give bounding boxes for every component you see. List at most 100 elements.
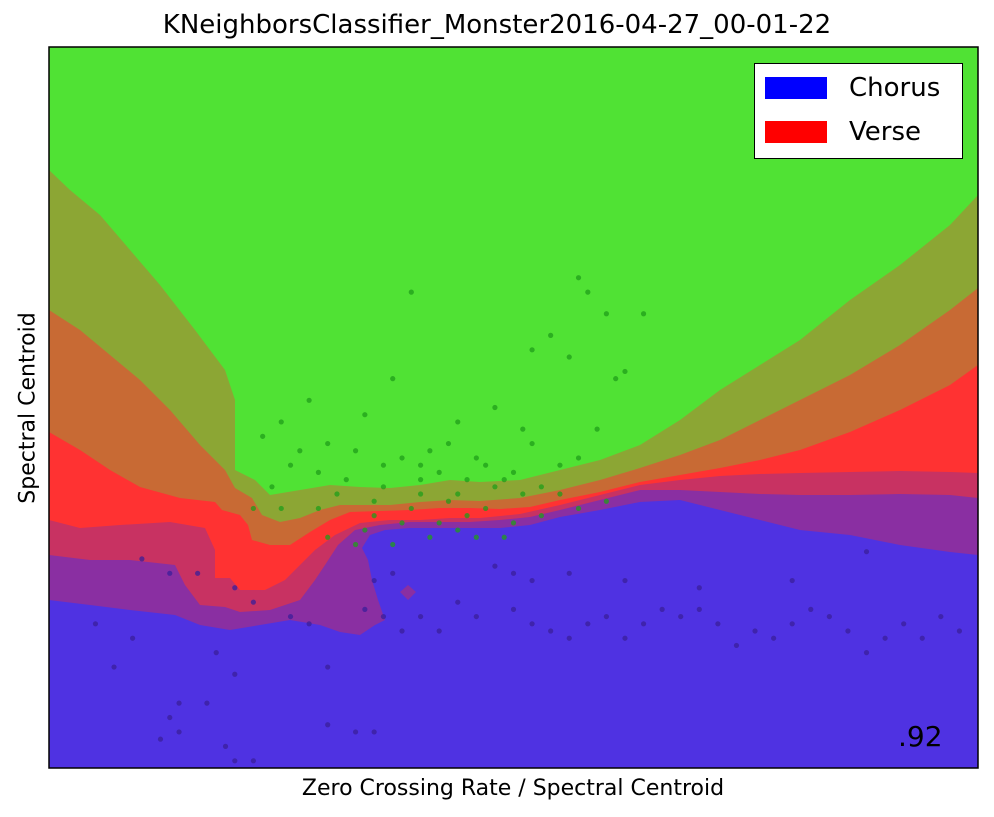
data-point-green xyxy=(575,455,582,461)
data-point-green xyxy=(529,440,535,447)
data-point-purple xyxy=(306,621,312,627)
data-point-green xyxy=(306,397,312,403)
data-point-green xyxy=(418,491,424,497)
data-point-purple xyxy=(603,613,610,620)
data-point-purple xyxy=(659,606,665,612)
data-point-purple xyxy=(808,606,814,612)
data-point-purple xyxy=(529,577,535,584)
data-point-green xyxy=(455,491,461,497)
data-point-green xyxy=(269,484,275,490)
data-point-green xyxy=(334,491,340,497)
data-point-green xyxy=(278,419,284,425)
data-point-purple xyxy=(325,722,331,728)
data-point-green xyxy=(575,275,582,281)
data-point-purple xyxy=(585,621,591,627)
data-point-purple xyxy=(510,606,517,612)
data-point-purple xyxy=(473,613,479,620)
data-point-green xyxy=(297,448,303,454)
region-blue xyxy=(49,500,978,768)
data-point-purple xyxy=(222,743,229,749)
data-point-purple xyxy=(789,577,795,584)
data-point-green xyxy=(529,347,535,353)
data-point-green xyxy=(566,354,572,360)
data-point-purple xyxy=(362,606,368,612)
data-point-purple xyxy=(733,642,740,649)
data-point-purple xyxy=(715,621,721,627)
data-point-green xyxy=(436,469,442,475)
data-point-purple xyxy=(919,635,925,641)
data-point-green xyxy=(455,527,461,533)
data-point-green xyxy=(585,289,591,295)
data-point-purple xyxy=(863,549,870,555)
data-point-purple xyxy=(213,650,219,656)
data-point-purple xyxy=(882,635,888,641)
data-point-green xyxy=(603,311,610,317)
legend-swatch-verse xyxy=(765,121,827,143)
data-point-green xyxy=(557,491,563,497)
data-point-green xyxy=(557,462,563,468)
data-point-green xyxy=(315,469,322,475)
data-point-green xyxy=(538,484,544,490)
data-point-green xyxy=(399,520,405,526)
data-point-green xyxy=(464,513,470,519)
data-point-purple xyxy=(640,621,647,627)
data-point-purple xyxy=(139,556,145,562)
data-point-purple xyxy=(548,628,554,634)
data-point-purple xyxy=(176,700,182,706)
data-point-purple xyxy=(789,621,795,627)
data-point-green xyxy=(380,462,387,468)
data-point-purple xyxy=(566,570,572,576)
data-point-green xyxy=(427,448,433,454)
data-point-green xyxy=(352,541,359,548)
data-point-purple xyxy=(436,628,442,634)
data-point-purple xyxy=(696,606,702,612)
data-point-purple xyxy=(287,613,294,620)
x-axis-label: Zero Crossing Rate / Spectral Centroid xyxy=(301,776,725,801)
data-point-purple xyxy=(352,729,359,735)
data-point-green xyxy=(325,440,331,447)
data-point-purple xyxy=(956,628,963,634)
data-point-green xyxy=(408,289,414,295)
data-point-green xyxy=(501,534,507,540)
data-point-green xyxy=(427,534,433,540)
plot-frame xyxy=(48,46,979,769)
data-point-purple xyxy=(92,621,99,627)
data-point-purple xyxy=(529,621,535,627)
data-point-green xyxy=(278,505,284,512)
data-point-purple xyxy=(418,613,424,620)
data-point-green xyxy=(575,505,582,512)
data-point-purple xyxy=(195,570,201,576)
data-point-purple xyxy=(492,563,498,569)
data-point-purple xyxy=(678,613,684,620)
data-point-purple xyxy=(111,664,117,670)
data-point-green xyxy=(492,484,498,490)
data-point-purple xyxy=(399,628,405,634)
data-point-green xyxy=(603,498,610,504)
data-point-purple xyxy=(938,613,944,620)
data-point-green xyxy=(408,505,414,512)
data-point-green xyxy=(250,505,256,512)
data-point-green xyxy=(418,462,424,468)
data-point-green xyxy=(315,505,322,512)
data-point-green xyxy=(483,505,489,512)
data-point-green xyxy=(260,433,266,439)
data-point-green xyxy=(343,477,349,483)
data-point-purple xyxy=(176,729,182,735)
data-point-purple xyxy=(325,664,331,670)
data-point-purple xyxy=(250,599,256,605)
data-point-purple xyxy=(752,628,758,634)
data-point-green xyxy=(455,419,461,425)
data-point-green xyxy=(594,426,600,432)
legend-item-verse: Verse xyxy=(765,117,921,147)
data-point-green xyxy=(464,477,470,483)
data-point-green xyxy=(371,513,377,519)
data-point-purple xyxy=(390,570,396,576)
data-point-purple xyxy=(622,577,628,584)
data-point-purple xyxy=(167,714,173,721)
data-point-purple xyxy=(901,621,907,627)
data-point-green xyxy=(418,477,424,483)
data-point-green xyxy=(510,520,517,526)
data-point-green xyxy=(473,534,479,540)
data-point-green xyxy=(390,376,396,382)
